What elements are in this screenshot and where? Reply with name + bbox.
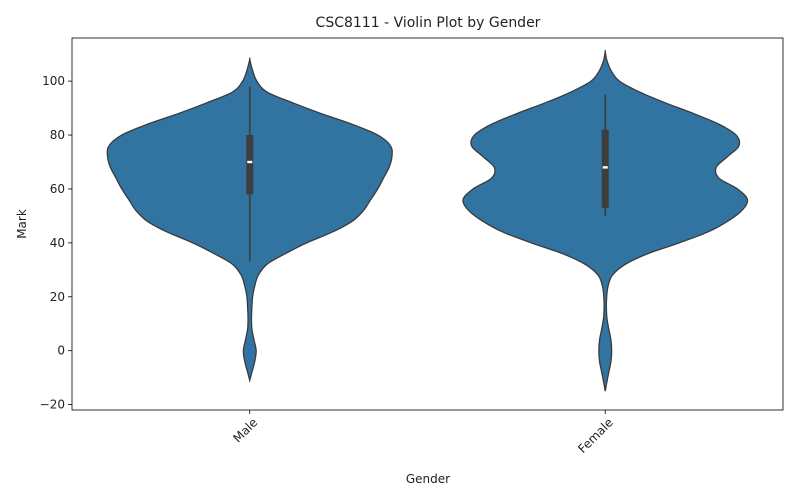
violin-layer [106,49,749,392]
y-tick-label: 80 [50,128,65,142]
iqr-box-female [601,129,609,208]
x-axis: Male Female [230,410,616,456]
median-female [602,166,608,169]
x-tick-label-male: Male [230,415,260,445]
y-axis: −20 0 20 40 60 80 100 [40,74,72,412]
y-tick-label: 100 [42,74,65,88]
x-tick-label-female: Female [575,415,616,456]
median-male [247,160,253,164]
y-tick-label: 20 [50,290,65,304]
iqr-box-male [246,135,254,195]
y-axis-label: Mark [15,209,29,239]
violin-female [462,49,749,392]
x-axis-label: Gender [406,472,450,486]
y-tick-label: 40 [50,236,65,250]
box-layer [246,86,609,262]
y-tick-label: −20 [40,398,65,412]
chart-title: CSC8111 - Violin Plot by Gender [316,15,541,31]
y-tick-label: 0 [57,344,65,358]
y-tick-label: 60 [50,182,65,196]
plot-frame [71,37,784,411]
